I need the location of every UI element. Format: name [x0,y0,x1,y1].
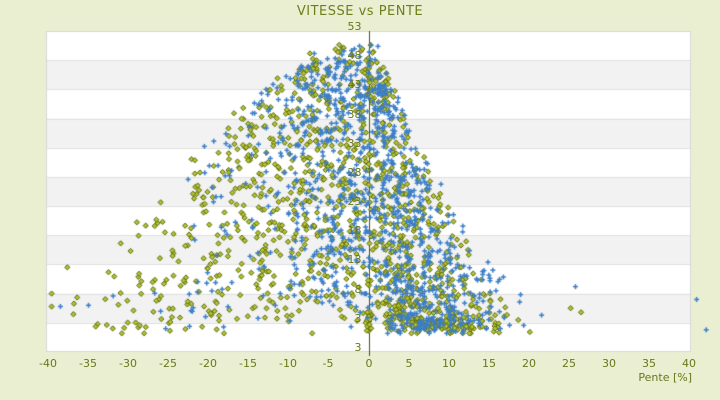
x-tick-label: -5 [322,357,334,370]
x-tick-label: -15 [239,357,257,370]
x-tick-label: 25 [562,357,576,370]
y-tick-label: 48 [347,49,362,62]
x-tick-label: -30 [119,357,137,370]
x-tick-label: 30 [602,357,616,370]
x-tick-label: -25 [159,357,177,370]
x-tick-label: -40 [39,357,57,370]
y-tick-label: 33 [347,137,362,150]
x-tick-label: 20 [522,357,536,370]
y-tick-label: 13 [347,253,362,266]
y-tick-label: 53 [347,20,362,33]
x-tick-label: 15 [482,357,496,370]
x-tick-label: 0 [365,357,373,370]
x-tick-label: -10 [279,357,297,370]
y-tick-label: 38 [347,108,362,121]
x-tick-label: -20 [199,357,217,370]
x-tick-label: 35 [642,357,656,370]
y-tick-label: 28 [347,166,362,179]
y-tick-label: 18 [347,224,362,237]
x-tick-label: 5 [405,357,413,370]
x-tick-label: -35 [79,357,97,370]
x-tick-label: 10 [442,357,456,370]
chart-title: VITESSE vs PENTE [296,4,424,19]
y-tick-label: 8 [354,283,362,296]
x-tick-label: 40 [682,357,696,370]
x-axis-title: Pente [%] [638,371,692,384]
y-axis-end-label: 3 [354,341,362,354]
y-tick-label: 43 [347,78,362,91]
y-tick-label: 3 [354,312,362,325]
y-tick-label: 23 [347,195,362,208]
